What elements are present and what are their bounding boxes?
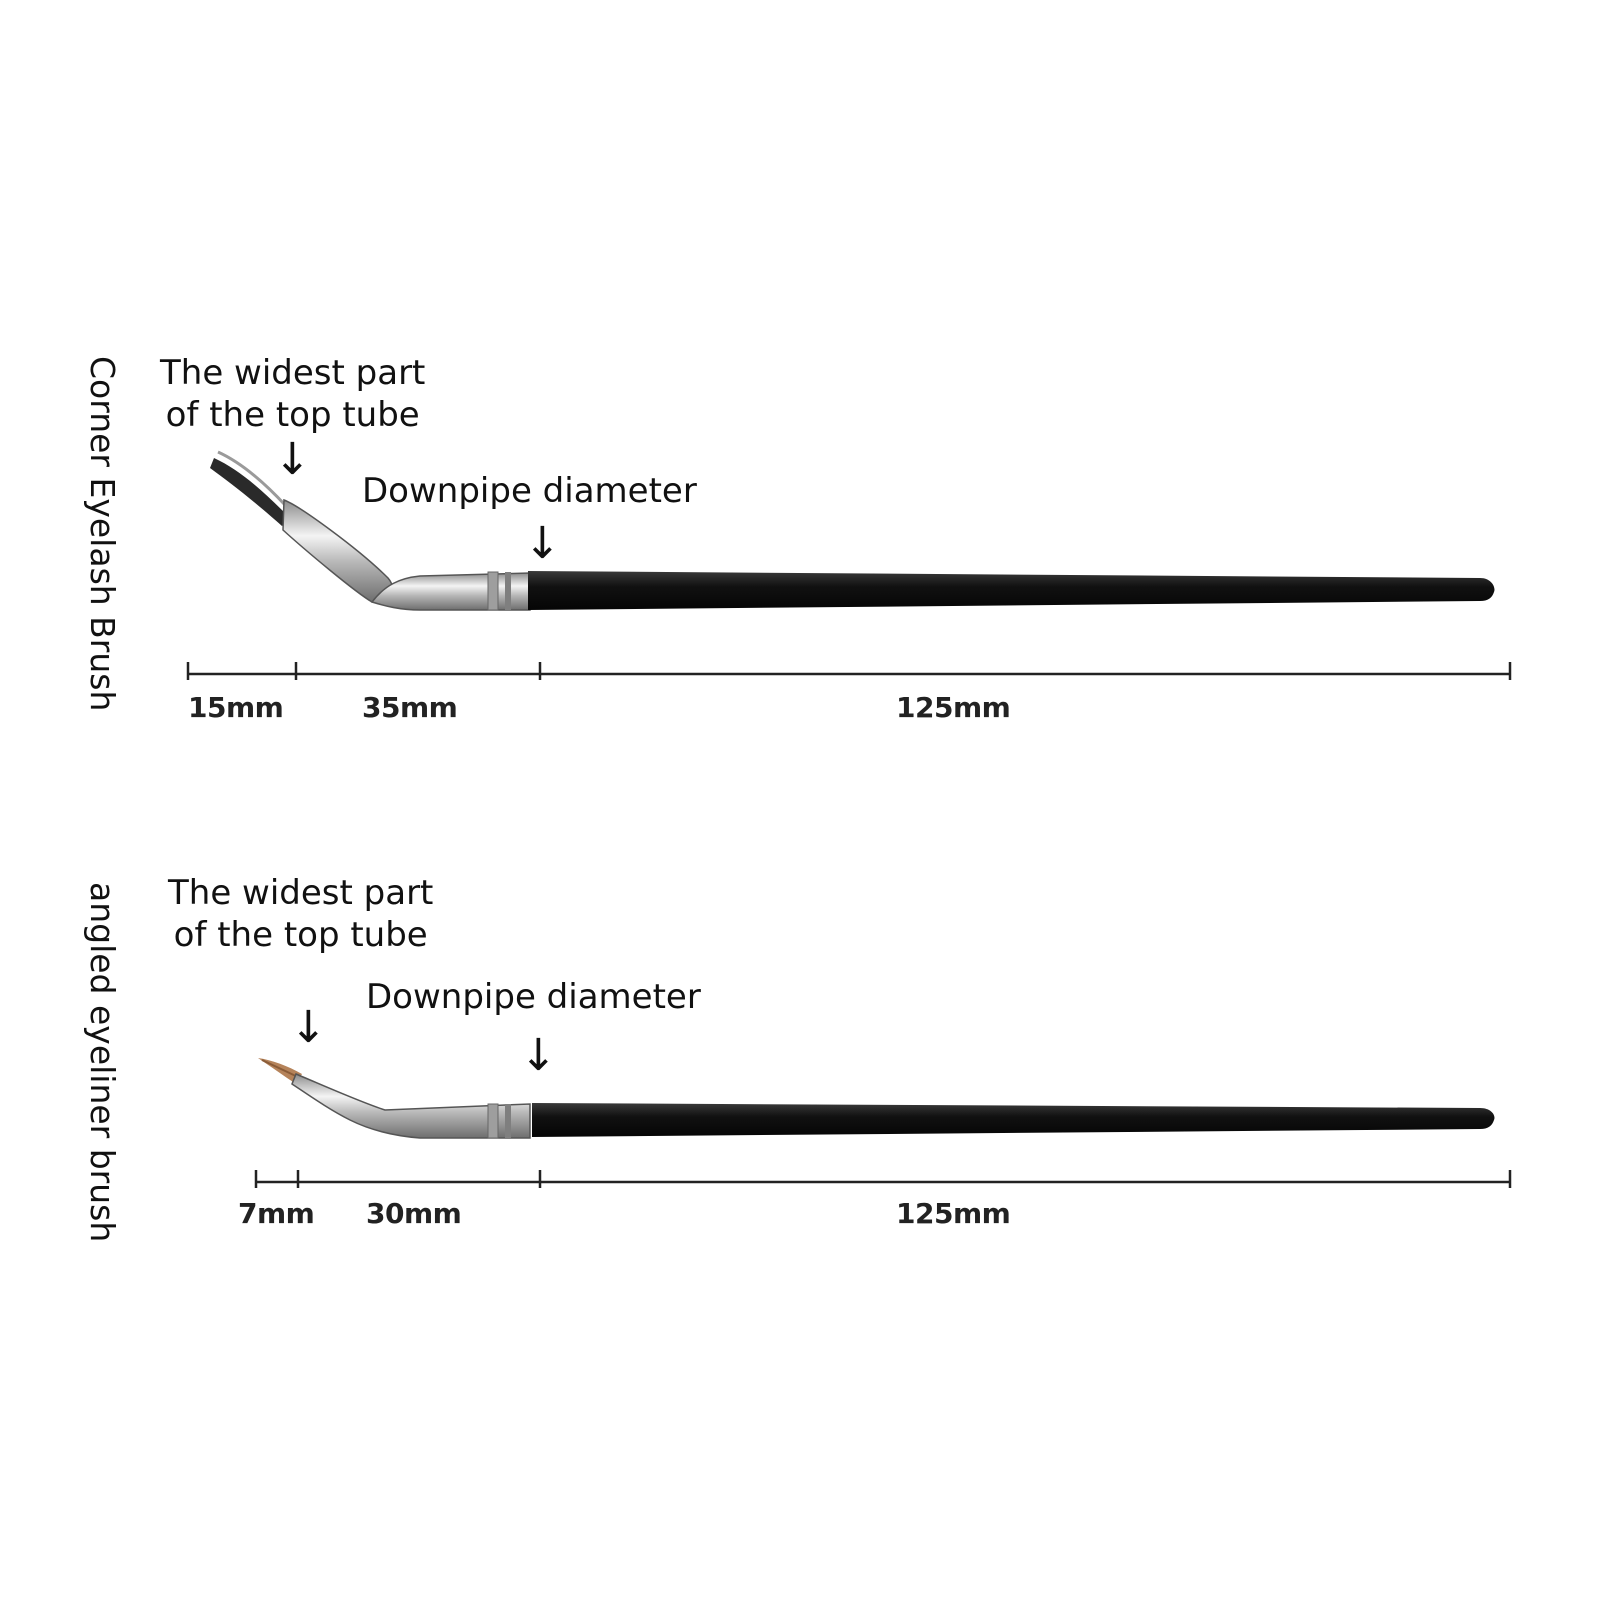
angled-eyeliner-brush-panel: angled eyeliner brush The widest part of… xyxy=(0,870,1600,1340)
measurement-ferrule: 35mm xyxy=(362,691,458,724)
downpipe-label: Downpipe diameter xyxy=(366,977,701,1017)
bristles-shape xyxy=(210,458,290,526)
measurement-ruler xyxy=(254,1170,1512,1188)
downpipe-label: Downpipe diameter xyxy=(362,471,697,511)
measurement-handle: 125mm xyxy=(896,691,1011,724)
measurement-tip: 7mm xyxy=(238,1197,315,1230)
angled-ferrule-shape xyxy=(282,498,394,603)
widest-part-label: The widest part of the top tube xyxy=(168,872,433,956)
measurement-handle: 125mm xyxy=(896,1197,1011,1230)
measurement-ferrule: 30mm xyxy=(366,1197,462,1230)
widest-part-label-line2: of the top tube xyxy=(165,395,420,435)
angled-ferrule-shape xyxy=(291,1073,531,1139)
corner-eyelash-brush-panel: Corner Eyelash Brush The widest part of … xyxy=(0,340,1600,810)
angled-eyeliner-brush-illustration xyxy=(254,1058,1512,1188)
bristle-tip-shape xyxy=(258,1058,302,1084)
measurement-tip: 15mm xyxy=(188,691,284,724)
corner-eyelash-brush-illustration xyxy=(186,450,1512,680)
brush-title: Corner Eyelash Brush xyxy=(83,356,122,712)
brush-title: angled eyeliner brush xyxy=(83,882,122,1243)
handle-shape xyxy=(532,1103,1495,1137)
widest-part-label-line2: of the top tube xyxy=(173,915,428,955)
widest-part-arrow-icon: ↓ xyxy=(290,1002,327,1053)
widest-part-arrow-icon: ↓ xyxy=(274,434,311,485)
downpipe-arrow-icon: ↓ xyxy=(524,518,561,569)
measurement-ruler xyxy=(186,662,1512,680)
widest-part-label-line1: The widest part xyxy=(168,873,434,913)
downpipe-arrow-icon: ↓ xyxy=(520,1030,557,1081)
handle-shape xyxy=(528,571,1495,610)
widest-part-label-line1: The widest part xyxy=(160,353,426,393)
widest-part-label: The widest part of the top tube xyxy=(160,352,425,436)
